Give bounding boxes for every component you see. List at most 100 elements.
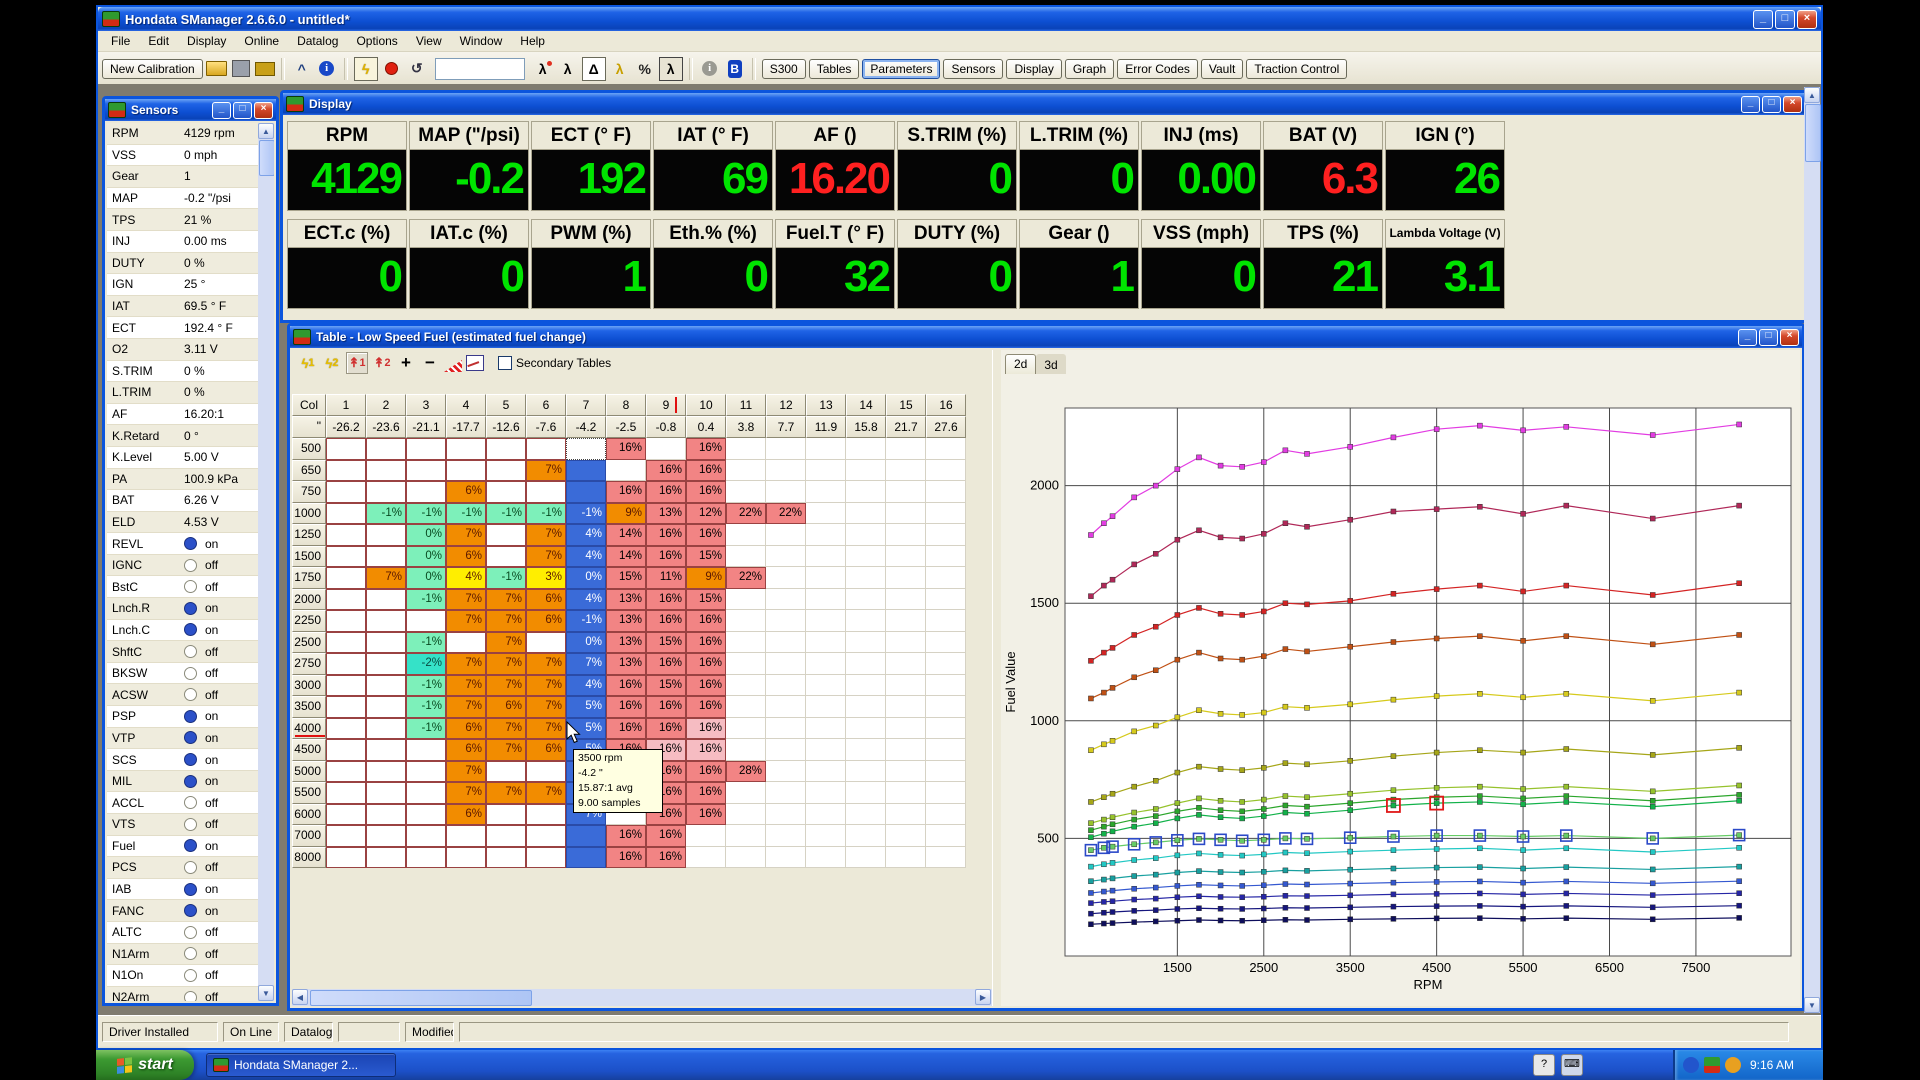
table-cell[interactable] xyxy=(806,481,846,503)
data-point[interactable] xyxy=(1520,801,1526,808)
data-point[interactable] xyxy=(1174,883,1181,889)
table-cell[interactable] xyxy=(806,782,846,804)
menu-window[interactable]: Window xyxy=(459,34,503,48)
data-point[interactable] xyxy=(1304,705,1310,711)
data-point[interactable] xyxy=(1261,709,1267,716)
column-header[interactable]: 9 xyxy=(646,394,686,416)
table-cell[interactable] xyxy=(926,782,966,804)
data-point[interactable] xyxy=(1433,832,1440,839)
data-point[interactable] xyxy=(1304,601,1310,608)
table-cell[interactable] xyxy=(566,846,606,868)
data-point[interactable] xyxy=(1174,917,1181,924)
data-point[interactable] xyxy=(1153,839,1159,846)
menu-display[interactable]: Display xyxy=(187,34,227,48)
data-point[interactable] xyxy=(1433,785,1440,791)
table-cell[interactable] xyxy=(766,760,806,782)
data-point[interactable] xyxy=(1477,633,1483,639)
menu-options[interactable]: Options xyxy=(356,34,398,48)
data-point[interactable] xyxy=(1563,793,1570,799)
table-cell[interactable]: 4% xyxy=(446,567,486,589)
data-point[interactable] xyxy=(1736,798,1742,804)
display-titlebar[interactable]: Display _ □ × xyxy=(283,93,1805,115)
table-cell[interactable]: 6% xyxy=(446,803,486,825)
maximize-icon[interactable]: □ xyxy=(1762,95,1781,113)
table-cell[interactable]: 4% xyxy=(566,545,606,567)
data-point[interactable] xyxy=(1477,799,1483,805)
sensor-row[interactable]: ACSW off xyxy=(107,684,258,707)
row-label-5500[interactable]: 5500 xyxy=(292,782,326,804)
table-cell[interactable] xyxy=(886,545,926,567)
sensor-row[interactable]: MIL on xyxy=(107,770,258,793)
table-cell[interactable]: 11% xyxy=(646,567,686,589)
table-cell[interactable] xyxy=(366,760,406,782)
data-point[interactable] xyxy=(1304,524,1310,530)
data-point[interactable] xyxy=(1304,761,1310,768)
data-point[interactable] xyxy=(1088,847,1094,853)
table-cell[interactable]: 16% xyxy=(686,739,726,761)
table-cell[interactable]: 7% xyxy=(486,588,526,610)
table-cell[interactable] xyxy=(846,674,886,696)
tab-2d[interactable]: 2d xyxy=(1005,354,1037,374)
data-point[interactable] xyxy=(1520,916,1526,922)
table-cell[interactable] xyxy=(846,502,886,524)
table-cell[interactable]: 9% xyxy=(686,567,726,589)
data-point[interactable] xyxy=(1649,904,1656,911)
data-point[interactable] xyxy=(1101,830,1107,837)
data-point[interactable] xyxy=(1477,903,1483,909)
table-cell[interactable] xyxy=(766,438,806,460)
sensor-row[interactable]: K.Retard 0 ° xyxy=(107,425,258,447)
data-point[interactable] xyxy=(1304,451,1310,457)
table-cell[interactable]: 16% xyxy=(646,524,686,546)
table-cell[interactable]: -1% xyxy=(406,696,446,718)
data-point[interactable] xyxy=(1109,645,1116,651)
table-cell[interactable]: 16% xyxy=(646,653,686,675)
sensor-row[interactable]: REVL on xyxy=(107,533,258,555)
data-point[interactable] xyxy=(1261,459,1267,465)
table-cell[interactable] xyxy=(766,782,806,804)
table-cell[interactable]: 7% xyxy=(486,610,526,632)
data-point[interactable] xyxy=(1217,894,1224,900)
table-cell[interactable] xyxy=(326,567,366,589)
data-point[interactable] xyxy=(1282,881,1289,887)
row-label-2250[interactable]: 2250 xyxy=(292,610,326,632)
table-cell[interactable]: 0% xyxy=(406,524,446,546)
table-cell[interactable]: 7% xyxy=(526,524,566,546)
data-point[interactable] xyxy=(1261,608,1267,615)
data-point[interactable] xyxy=(1282,917,1289,923)
data-point[interactable] xyxy=(1239,838,1245,844)
table-cell[interactable] xyxy=(726,438,766,460)
maximize-icon[interactable]: □ xyxy=(1775,9,1795,29)
close-icon[interactable]: × xyxy=(1783,95,1802,113)
row-label-1250[interactable]: 1250 xyxy=(292,524,326,546)
table-cell[interactable] xyxy=(326,588,366,610)
data-point[interactable] xyxy=(1520,795,1526,802)
column-header[interactable]: 13 xyxy=(806,394,846,416)
sensor-row[interactable]: ECT 192.4 ° F xyxy=(107,317,258,339)
data-point[interactable] xyxy=(1101,920,1107,927)
table-cell[interactable] xyxy=(726,631,766,653)
column-header[interactable]: 15 xyxy=(886,394,926,416)
row-label-2750[interactable]: 2750 xyxy=(292,653,326,675)
table-cell[interactable]: 16% xyxy=(686,481,726,503)
table-cell[interactable] xyxy=(526,825,566,847)
table-cell[interactable]: 15% xyxy=(606,567,646,589)
data-point[interactable] xyxy=(1131,919,1137,925)
data-point[interactable] xyxy=(1109,790,1116,797)
data-point[interactable] xyxy=(1261,531,1267,537)
data-point[interactable] xyxy=(1239,712,1245,718)
table-cell[interactable] xyxy=(486,545,526,567)
table-cell[interactable]: -1% xyxy=(406,631,446,653)
table-cell[interactable] xyxy=(806,674,846,696)
trace-up-2-icon[interactable]: ↟ 2 xyxy=(373,355,391,370)
data-point[interactable] xyxy=(1736,502,1742,509)
table-cell[interactable] xyxy=(766,846,806,868)
data-point[interactable] xyxy=(1477,832,1483,839)
table-cell[interactable] xyxy=(886,588,926,610)
map-header-cell[interactable]: -0.8 xyxy=(646,416,686,438)
data-point[interactable] xyxy=(1131,908,1137,914)
data-point[interactable] xyxy=(1649,432,1656,438)
data-point[interactable] xyxy=(1347,834,1353,841)
data-point[interactable] xyxy=(1239,852,1245,859)
table-cell[interactable]: 6% xyxy=(526,588,566,610)
sensor-row[interactable]: TPS 21 % xyxy=(107,209,258,231)
